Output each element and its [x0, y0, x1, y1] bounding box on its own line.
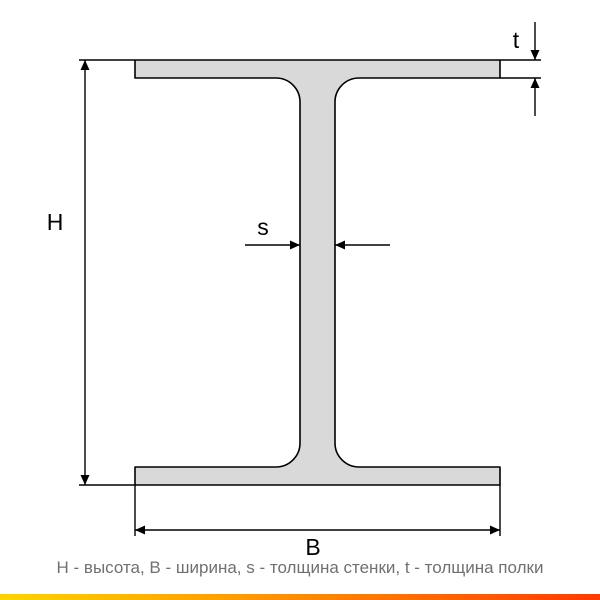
svg-text:s: s [257, 214, 269, 240]
svg-text:H: H [47, 209, 64, 235]
ibeam-shape [135, 60, 500, 485]
svg-text:t: t [513, 27, 520, 53]
legend-text: H - высота, B - ширина, s - толщина стен… [0, 558, 600, 578]
footer-gradient [0, 594, 600, 600]
ibeam-diagram: H Bs t [0, 0, 600, 600]
svg-text:B: B [305, 534, 320, 560]
